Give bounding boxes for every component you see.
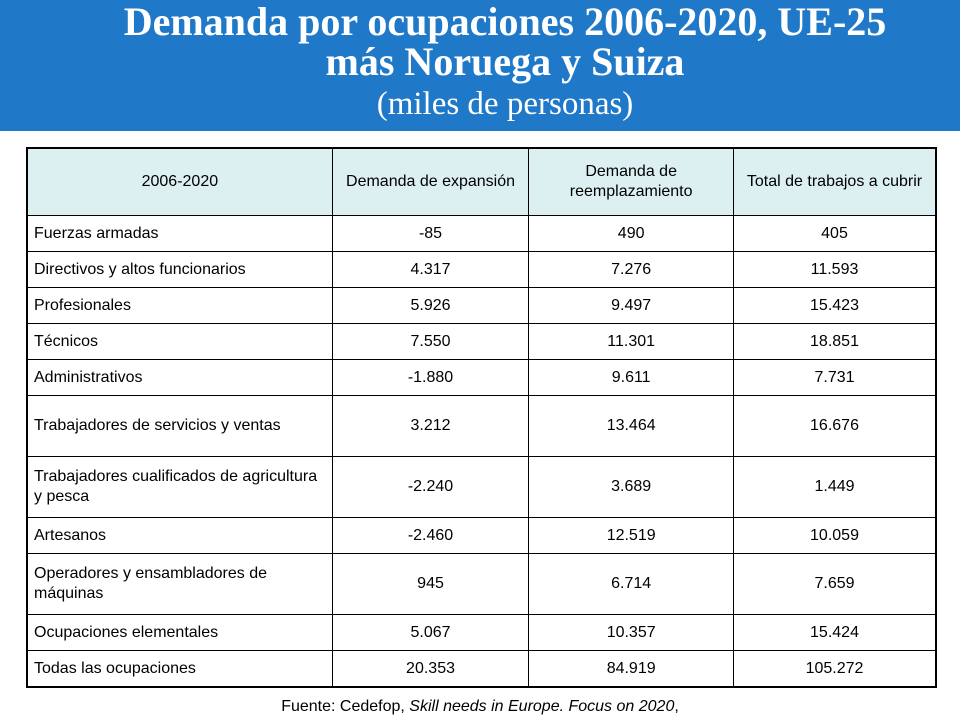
source-note: Fuente: Cedefop, Skill needs in Europe. … (0, 697, 960, 717)
table-row: Artesanos -2.460 12.519 10.059 (26, 517, 937, 554)
cell-replacement: 6.714 (528, 553, 735, 615)
cell-expansion: 945 (331, 553, 530, 615)
cell-replacement: 3.689 (528, 456, 735, 518)
source-prefix: Fuente: Cedefop, (281, 698, 410, 715)
cell-replacement: 84.919 (528, 650, 735, 688)
cell-total: 10.059 (733, 517, 937, 554)
column-header-total: Total de trabajos a cubrir (733, 147, 937, 216)
table-row: Técnicos 7.550 11.301 18.851 (26, 323, 937, 360)
table-row: Administrativos -1.880 9.611 7.731 (26, 359, 937, 396)
cell-total: 7.731 (733, 359, 937, 396)
table-row-total: Todas las ocupaciones 20.353 84.919 105.… (26, 650, 937, 688)
cell-expansion: 20.353 (331, 650, 530, 688)
cell-expansion: -2.460 (331, 517, 530, 554)
table-header-row: 2006-2020 Demanda de expansión Demanda d… (26, 147, 937, 216)
row-label: Técnicos (26, 323, 333, 360)
cell-total: 15.423 (733, 287, 937, 324)
table-row: Ocupaciones elementales 5.067 10.357 15.… (26, 614, 937, 651)
row-label: Artesanos (26, 517, 333, 554)
row-label: Todas las ocupaciones (26, 650, 333, 688)
title-banner (0, 0, 960, 131)
table-row: Fuerzas armadas -85 490 405 (26, 215, 937, 252)
cell-replacement: 10.357 (528, 614, 735, 651)
cell-expansion: 5.067 (331, 614, 530, 651)
cell-replacement: 490 (528, 215, 735, 252)
table-row: Trabajadores de servicios y ventas 3.212… (26, 395, 937, 457)
title-line-1: Demanda por ocupaciones 2006-2020, UE-25 (123, 0, 887, 44)
row-label: Directivos y altos funcionarios (26, 251, 333, 288)
source-suffix: , (674, 698, 679, 715)
cell-total: 1.449 (733, 456, 937, 518)
cell-total: 16.676 (733, 395, 937, 457)
cell-replacement: 9.611 (528, 359, 735, 396)
cell-replacement: 13.464 (528, 395, 735, 457)
cell-replacement: 12.519 (528, 517, 735, 554)
occupations-table: 2006-2020 Demanda de expansión Demanda d… (26, 147, 937, 688)
cell-expansion: 7.550 (331, 323, 530, 360)
cell-expansion: -1.880 (331, 359, 530, 396)
source-title: Skill needs in Europe. Focus on 2020 (409, 698, 675, 715)
table-row: Directivos y altos funcionarios 4.317 7.… (26, 251, 937, 288)
row-label: Trabajadores cualificados de agricultura… (26, 456, 333, 518)
cell-total: 15.424 (733, 614, 937, 651)
cell-expansion: 4.317 (331, 251, 530, 288)
cell-expansion: -2.240 (331, 456, 530, 518)
cell-replacement: 7.276 (528, 251, 735, 288)
cell-replacement: 11.301 (528, 323, 735, 360)
cell-expansion: 3.212 (331, 395, 530, 457)
row-label: Trabajadores de servicios y ventas (26, 395, 333, 457)
page-subtitle: (miles de personas) (376, 86, 634, 122)
cell-total: 7.659 (733, 553, 937, 615)
cell-total: 11.593 (733, 251, 937, 288)
cell-replacement: 9.497 (528, 287, 735, 324)
row-label: Profesionales (26, 287, 333, 324)
row-label: Ocupaciones elementales (26, 614, 333, 651)
row-label: Fuerzas armadas (26, 215, 333, 252)
cell-expansion: 5.926 (331, 287, 530, 324)
cell-total: 18.851 (733, 323, 937, 360)
cell-expansion: -85 (331, 215, 530, 252)
cell-total: 405 (733, 215, 937, 252)
row-label: Administrativos (26, 359, 333, 396)
table-row: Trabajadores cualificados de agricultura… (26, 456, 937, 518)
column-header-period: 2006-2020 (26, 147, 333, 216)
page-title: Demanda por ocupaciones 2006-2020, UE-25… (0, 2, 960, 82)
column-header-replacement: Demanda de reemplazamiento (528, 147, 735, 216)
table-row: Profesionales 5.926 9.497 15.423 (26, 287, 937, 324)
row-label: Operadores y ensambladores de máquinas (26, 553, 333, 615)
title-line-2: más Noruega y Suiza (325, 39, 685, 84)
cell-total: 105.272 (733, 650, 937, 688)
table-row: Operadores y ensambladores de máquinas 9… (26, 553, 937, 615)
column-header-expansion: Demanda de expansión (331, 147, 530, 216)
